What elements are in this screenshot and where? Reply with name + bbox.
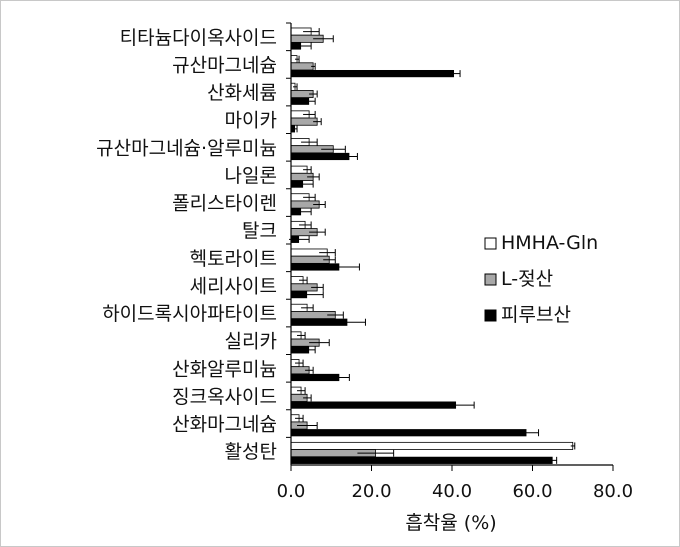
error-bar bbox=[309, 339, 330, 347]
error-bar bbox=[313, 118, 322, 126]
error-bar bbox=[311, 283, 324, 291]
x-tick-label: 40.0 bbox=[432, 481, 472, 502]
error-bar bbox=[319, 249, 336, 257]
error-bar bbox=[301, 304, 314, 312]
bar-series-1 bbox=[290, 441, 574, 450]
bar-series-3 bbox=[291, 263, 340, 271]
error-bar bbox=[309, 90, 318, 98]
error-bar bbox=[303, 346, 316, 354]
error-bar bbox=[303, 110, 316, 118]
category-label: 산화마그네슘 bbox=[172, 414, 277, 436]
error-bar bbox=[297, 387, 306, 395]
error-bar bbox=[288, 235, 310, 243]
x-axis-title: 흡착율 (%) bbox=[405, 512, 496, 534]
error-bar bbox=[303, 97, 316, 105]
error-bar bbox=[321, 145, 346, 153]
error-bar bbox=[514, 429, 540, 437]
error-bar bbox=[437, 401, 475, 409]
bar-series-3 bbox=[291, 152, 350, 161]
category-label: 산화세륨 bbox=[207, 82, 277, 104]
error-bar bbox=[295, 55, 300, 63]
bar-series-2 bbox=[290, 62, 314, 71]
error-bar bbox=[307, 173, 320, 181]
x-tick-label: 80.0 bbox=[593, 481, 633, 502]
error-bar bbox=[293, 125, 298, 133]
error-bar bbox=[295, 414, 304, 422]
category-label: 규산마그네슘 bbox=[172, 54, 277, 76]
error-bar bbox=[297, 422, 318, 430]
bar-series-3 bbox=[291, 373, 340, 382]
error-bar bbox=[548, 456, 558, 464]
error-bar bbox=[299, 276, 308, 284]
error-bar bbox=[447, 70, 461, 78]
category-label: 마이카 bbox=[225, 110, 277, 132]
x-tick-label: 20.0 bbox=[351, 481, 391, 502]
error-bar bbox=[293, 180, 314, 188]
bar-series-3 bbox=[291, 429, 527, 437]
legend-label: HMHA-Gln bbox=[501, 232, 598, 254]
error-bar bbox=[295, 359, 304, 367]
error-bar bbox=[297, 331, 306, 339]
bar-series-3 bbox=[291, 346, 310, 354]
category-label: 세리사이트 bbox=[190, 275, 277, 297]
legend-label: 피루브산 bbox=[501, 304, 571, 326]
bar-series-3 bbox=[291, 456, 553, 464]
error-bar bbox=[301, 138, 318, 146]
error-bar bbox=[323, 256, 336, 264]
legend-swatch bbox=[484, 273, 497, 286]
error-bar bbox=[357, 449, 395, 457]
category-label: 징크옥사이드 bbox=[172, 386, 277, 408]
category-label: 규산마그네슘·알루미늄 bbox=[96, 137, 277, 159]
category-label: 산화알루미늄 bbox=[172, 358, 277, 380]
error-bar bbox=[299, 221, 312, 229]
legend-swatch bbox=[484, 309, 497, 322]
error-bar bbox=[309, 228, 326, 236]
bar-series-3 bbox=[291, 69, 455, 78]
bar-series-3 bbox=[291, 318, 348, 326]
legend-label: L-젖산 bbox=[501, 268, 553, 290]
category-label: 티타늄다이옥사이드 bbox=[120, 27, 277, 49]
error-bar bbox=[303, 28, 320, 36]
category-label: 폴리스타이렌 bbox=[172, 193, 277, 215]
error-bar bbox=[329, 373, 350, 381]
error-bar bbox=[303, 193, 316, 201]
bar-series-3 bbox=[291, 97, 310, 105]
legend-swatch bbox=[484, 237, 497, 250]
error-bar bbox=[291, 42, 312, 50]
error-bar bbox=[293, 83, 298, 91]
error-bar bbox=[305, 366, 314, 374]
error-bar bbox=[303, 166, 312, 174]
bar-series-3 bbox=[291, 401, 457, 409]
error-bar bbox=[341, 152, 358, 160]
category-label: 활성탄 bbox=[225, 441, 277, 463]
error-bar bbox=[327, 311, 344, 319]
category-label: 나일론 bbox=[225, 165, 277, 187]
error-bar bbox=[303, 394, 312, 402]
x-tick-label: 0.0 bbox=[277, 481, 306, 502]
error-bar bbox=[313, 201, 326, 209]
x-tick-label: 60.0 bbox=[512, 481, 552, 502]
category-label: 실리카 bbox=[225, 331, 277, 353]
error-bar bbox=[311, 62, 316, 70]
category-label: 탈크 bbox=[242, 220, 277, 242]
category-label: 하이드록시아파타이트 bbox=[102, 303, 277, 325]
error-bar bbox=[291, 291, 324, 299]
category-label: 헥토라이트 bbox=[190, 248, 277, 270]
error-bar bbox=[570, 442, 576, 450]
error-bar bbox=[291, 208, 312, 216]
error-bar bbox=[329, 318, 366, 326]
error-bar bbox=[313, 35, 334, 43]
error-bar bbox=[319, 263, 360, 271]
